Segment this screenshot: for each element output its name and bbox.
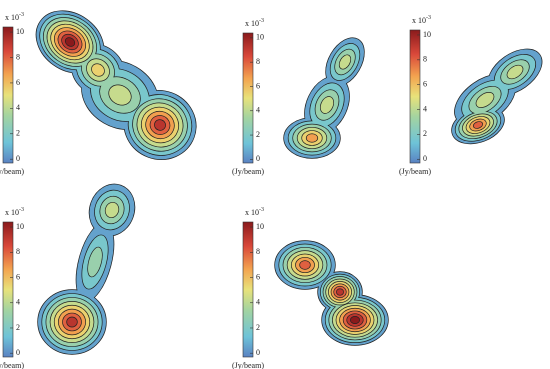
colorbar-unit: (Jy/beam) xyxy=(232,167,264,176)
colorbar-tick-label: 0 xyxy=(16,154,20,163)
colorbar-tick-label: 4 xyxy=(16,103,20,112)
colorbar-tick-label: 4 xyxy=(423,104,427,113)
scale-exponent: -3 xyxy=(426,15,431,21)
contour-level xyxy=(500,59,530,85)
colorbar xyxy=(242,32,254,164)
contour-map xyxy=(274,240,389,346)
colorbar-tick-label: 6 xyxy=(16,78,20,87)
scale-exponent: -3 xyxy=(19,207,24,213)
colorbar-tick-label: 10 xyxy=(256,33,264,42)
colorbar xyxy=(2,26,14,164)
contour-level xyxy=(65,37,75,47)
scale-base: x 10 xyxy=(245,208,259,217)
colorbar-unit: (Jy/beam) xyxy=(232,361,264,369)
contour-level xyxy=(91,64,105,76)
contour-level xyxy=(300,261,310,269)
colorbar-tick-label: 4 xyxy=(256,298,260,307)
colorbar-unit: (Jy/beam) xyxy=(0,361,24,369)
contour-level xyxy=(320,96,334,114)
scale-base: x 10 xyxy=(245,19,259,28)
colorbar-tick-label: 0 xyxy=(256,154,260,163)
colorbar-tick-label: 2 xyxy=(256,130,260,139)
contour-level xyxy=(339,55,351,69)
colorbar-tick-label: 8 xyxy=(256,247,260,256)
colorbar-tick-label: 0 xyxy=(16,348,20,357)
colorbar-unit: (Jy/beam) xyxy=(0,167,24,176)
colorbar xyxy=(409,29,421,164)
colorbar-tick-label: 6 xyxy=(423,80,427,89)
colorbar-unit: (Jy/beam) xyxy=(399,167,431,176)
contour-map xyxy=(283,37,365,159)
contour-level xyxy=(336,289,344,295)
colorbar-tick-label: 6 xyxy=(16,272,20,281)
colorbar-scale: x 10-3 xyxy=(5,207,24,216)
contour-map xyxy=(37,183,136,355)
contour-level xyxy=(67,317,77,327)
contour-map xyxy=(35,10,197,160)
colorbar-tick-label: 10 xyxy=(16,27,24,36)
colorbar-tick-label: 8 xyxy=(423,55,427,64)
colorbar-scale: x 10-3 xyxy=(5,12,24,21)
contour-level xyxy=(53,27,87,57)
colorbar xyxy=(2,221,14,358)
colorbar-tick-label: 2 xyxy=(16,323,20,332)
contour-level xyxy=(473,121,483,129)
colorbar-tick-label: 2 xyxy=(256,323,260,332)
colorbar-tick-label: 0 xyxy=(423,154,427,163)
contour-level xyxy=(350,316,360,324)
contour-level xyxy=(306,134,318,142)
contour-level xyxy=(476,92,494,108)
scale-exponent: -3 xyxy=(259,207,264,213)
colorbar-tick-label: 0 xyxy=(256,348,260,357)
colorbar-scale: x 10-3 xyxy=(412,15,431,24)
contour-map xyxy=(451,48,543,145)
colorbar-tick-label: 2 xyxy=(16,129,20,138)
colorbar-tick-label: 6 xyxy=(256,81,260,90)
scale-exponent: -3 xyxy=(19,12,24,18)
colorbar-scale: x 10-3 xyxy=(245,207,264,216)
scale-exponent: -3 xyxy=(259,18,264,24)
colorbar-tick-label: 8 xyxy=(256,57,260,66)
contour-level xyxy=(154,119,166,131)
contour-level xyxy=(109,85,131,105)
colorbar-tick-label: 8 xyxy=(16,247,20,256)
contour-level xyxy=(507,65,523,79)
colorbar-tick-label: 4 xyxy=(256,106,260,115)
colorbar-tick-label: 10 xyxy=(423,30,431,39)
colorbar-tick-label: 4 xyxy=(16,298,20,307)
scale-base: x 10 xyxy=(412,16,426,25)
colorbar xyxy=(242,221,254,358)
scale-base: x 10 xyxy=(5,208,19,217)
colorbar-tick-label: 6 xyxy=(256,272,260,281)
colorbar-tick-label: 10 xyxy=(256,222,264,231)
colorbar-tick-label: 8 xyxy=(16,52,20,61)
colorbar-tick-label: 2 xyxy=(423,129,427,138)
contour-level xyxy=(57,30,83,54)
colorbar-scale: x 10-3 xyxy=(245,18,264,27)
scale-base: x 10 xyxy=(5,13,19,22)
colorbar-tick-label: 10 xyxy=(16,222,24,231)
contour-level xyxy=(105,202,119,218)
contour-level xyxy=(88,247,102,277)
